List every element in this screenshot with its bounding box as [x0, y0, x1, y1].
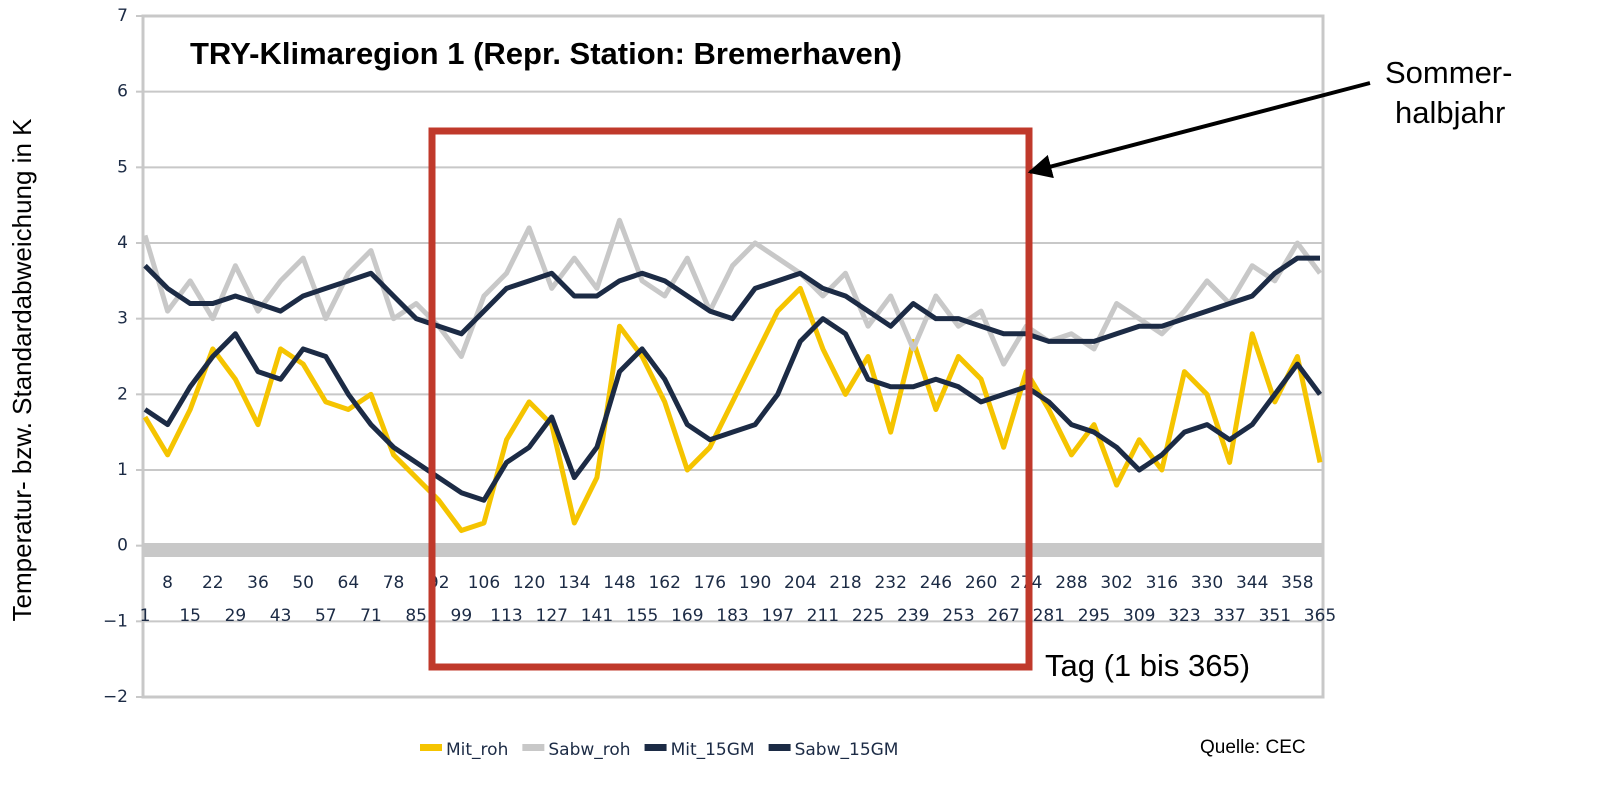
- x-tick-label: 197: [761, 606, 793, 626]
- x-tick-label: 365: [1304, 606, 1336, 626]
- x-tick-label: 183: [716, 606, 748, 626]
- x-tick-label: 36: [247, 573, 269, 593]
- x-tick-label: 323: [1168, 606, 1200, 626]
- x-tick-label: 141: [581, 606, 613, 626]
- y-tick-label: 5: [117, 157, 128, 177]
- x-tick-label: 204: [784, 573, 816, 593]
- y-tick-label: −2: [103, 687, 128, 707]
- annotation: halbjahr: [1395, 95, 1505, 130]
- summer-box: [428, 127, 1033, 671]
- legend-label: Mit_roh: [446, 740, 508, 760]
- x-tick-label: 225: [852, 606, 884, 626]
- y-axis-label: Temperatur- bzw. Standardabweichung in K: [7, 118, 37, 622]
- x-tick-label: 162: [648, 573, 680, 593]
- x-tick-label: 113: [490, 606, 522, 626]
- legend-swatch: [522, 744, 545, 751]
- x-tick-label: 232: [874, 573, 906, 593]
- x-tick-label: 15: [179, 606, 201, 626]
- y-tick-label: 0: [117, 536, 128, 556]
- legend-swatch: [768, 744, 791, 751]
- arrow: [1027, 81, 1371, 179]
- series-line: [142, 285, 1323, 534]
- x-tick-label: 85: [405, 606, 427, 626]
- x-tick-label: 29: [225, 606, 247, 626]
- x-tick-label: 106: [468, 573, 500, 593]
- legend: Mit_roh Sabw_roh Mit_15GM Sabw_15GM: [420, 740, 898, 760]
- y-tick-label: 4: [117, 233, 128, 253]
- x-tick-label: 57: [315, 606, 337, 626]
- x-tick-label: 169: [671, 606, 703, 626]
- x-tick-label: 127: [536, 606, 568, 626]
- x-tick-label: 218: [829, 573, 861, 593]
- x-tick-label: 120: [513, 573, 545, 593]
- x-tick-label: 288: [1055, 573, 1087, 593]
- x-tick-label: 253: [942, 606, 974, 626]
- ticks: −2−1012345671815222936435057647178859299…: [103, 6, 1336, 707]
- x-tick-label: 344: [1236, 573, 1268, 593]
- x-tick-label: 267: [987, 606, 1019, 626]
- x-tick-label: 176: [694, 573, 726, 593]
- annotation: Sommer-: [1385, 55, 1512, 90]
- x-tick-label: 1: [140, 606, 151, 626]
- x-tick-label: 211: [807, 606, 839, 626]
- annotation: Tag (1 bis 365): [1045, 648, 1250, 683]
- chart-title: TRY-Klimaregion 1 (Repr. Station: Bremer…: [190, 36, 902, 71]
- x-tick-label: 330: [1191, 573, 1223, 593]
- y-tick-label: 6: [117, 82, 128, 102]
- x-tick-label: 78: [383, 573, 405, 593]
- x-tick-label: 239: [897, 606, 929, 626]
- x-tick-label: 50: [292, 573, 314, 593]
- lines: [142, 217, 1323, 534]
- x-tick-label: 134: [558, 573, 590, 593]
- x-tick-label: 316: [1146, 573, 1178, 593]
- x-tick-label: 8: [162, 573, 173, 593]
- x-tick-label: 337: [1213, 606, 1245, 626]
- legend-label: Sabw_15GM: [795, 740, 899, 760]
- x-tick-label: 246: [920, 573, 952, 593]
- x-tick-label: 148: [603, 573, 635, 593]
- x-tick-label: 358: [1281, 573, 1313, 593]
- x-axis: [143, 543, 1323, 557]
- legend-swatch: [644, 744, 667, 751]
- source: Quelle: CEC: [1200, 737, 1306, 758]
- x-tick-label: 155: [626, 606, 658, 626]
- y-tick-label: 7: [117, 6, 128, 26]
- x-tick-label: 260: [965, 573, 997, 593]
- x-tick-label: 190: [739, 573, 771, 593]
- x-tick-label: 99: [451, 606, 473, 626]
- series-line: [142, 217, 1323, 367]
- y-tick-label: 3: [117, 309, 128, 329]
- legend-label: Sabw_roh: [548, 740, 630, 760]
- x-tick-label: 281: [1033, 606, 1065, 626]
- y-tick-label: −1: [103, 611, 128, 631]
- legend-label: Mit_15GM: [671, 740, 755, 760]
- x-tick-label: 64: [338, 573, 360, 593]
- series-line: [143, 316, 1323, 503]
- x-tick-label: 71: [360, 606, 382, 626]
- x-tick-label: 43: [270, 606, 292, 626]
- x-tick-label: 351: [1259, 606, 1291, 626]
- y-tick-label: 2: [117, 384, 128, 404]
- x-tick-label: 22: [202, 573, 224, 593]
- y-tick-label: 1: [117, 460, 128, 480]
- series-line: [143, 255, 1320, 344]
- x-tick-label: 302: [1100, 573, 1132, 593]
- x-tick-label: 295: [1078, 606, 1110, 626]
- legend-swatch: [420, 744, 442, 751]
- x-tick-label: 309: [1123, 606, 1155, 626]
- grid: [136, 15, 1323, 698]
